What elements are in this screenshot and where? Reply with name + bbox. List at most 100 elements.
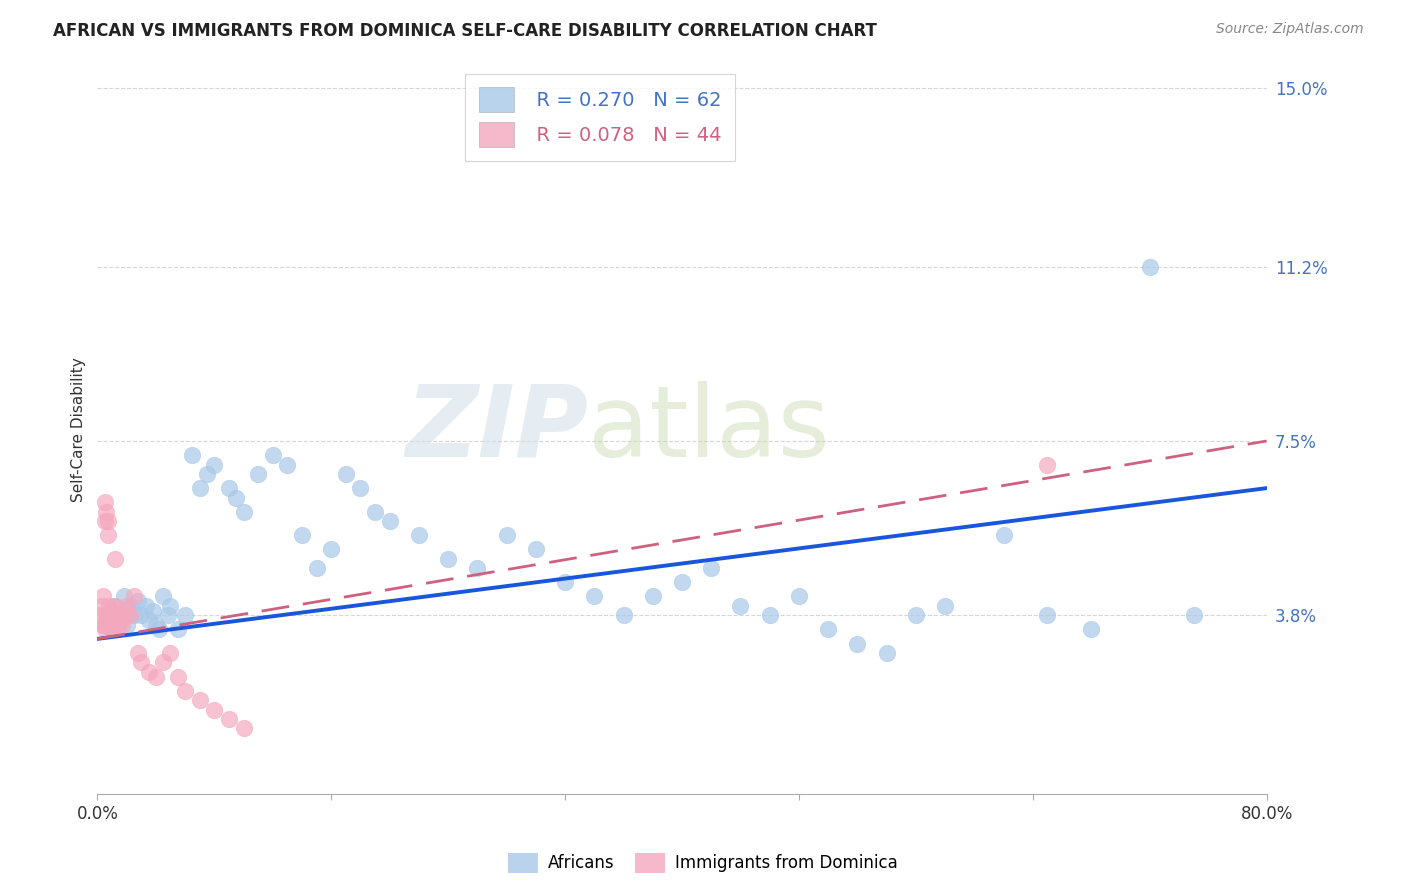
Text: Source: ZipAtlas.com: Source: ZipAtlas.com bbox=[1216, 22, 1364, 37]
Point bbox=[127, 646, 149, 660]
Y-axis label: Self-Care Disability: Self-Care Disability bbox=[72, 357, 86, 501]
Point bbox=[524, 542, 547, 557]
Text: AFRICAN VS IMMIGRANTS FROM DOMINICA SELF-CARE DISABILITY CORRELATION CHART: AFRICAN VS IMMIGRANTS FROM DOMINICA SELF… bbox=[53, 22, 877, 40]
Point bbox=[112, 590, 135, 604]
Point bbox=[129, 608, 152, 623]
Point bbox=[91, 617, 114, 632]
Point bbox=[700, 561, 723, 575]
Point bbox=[145, 669, 167, 683]
Point bbox=[378, 514, 401, 528]
Point bbox=[122, 590, 145, 604]
Point bbox=[758, 608, 780, 623]
Point bbox=[97, 514, 120, 528]
Point bbox=[93, 495, 115, 509]
Point bbox=[232, 722, 254, 736]
Point bbox=[115, 617, 138, 632]
Point bbox=[148, 623, 170, 637]
Point bbox=[107, 617, 129, 632]
Point bbox=[94, 505, 117, 519]
Point bbox=[730, 599, 752, 613]
Point bbox=[110, 613, 132, 627]
Point bbox=[104, 551, 127, 566]
Point bbox=[218, 481, 240, 495]
Point bbox=[101, 608, 124, 623]
Point bbox=[93, 617, 115, 632]
Point bbox=[247, 467, 270, 481]
Point bbox=[138, 665, 160, 679]
Point bbox=[437, 551, 460, 566]
Point bbox=[904, 608, 927, 623]
Point bbox=[166, 669, 188, 683]
Point bbox=[817, 623, 839, 637]
Text: ZIP: ZIP bbox=[405, 381, 589, 478]
Point bbox=[188, 481, 211, 495]
Point bbox=[202, 702, 225, 716]
Point bbox=[349, 481, 371, 495]
Point bbox=[1036, 608, 1059, 623]
Point bbox=[142, 604, 165, 618]
Point bbox=[94, 608, 117, 623]
Point bbox=[467, 561, 489, 575]
Point bbox=[129, 656, 152, 670]
Point bbox=[262, 448, 284, 462]
Point bbox=[100, 617, 122, 632]
Point bbox=[98, 608, 121, 623]
Point bbox=[934, 599, 956, 613]
Point bbox=[195, 467, 218, 481]
Point bbox=[105, 608, 128, 623]
Point bbox=[305, 561, 328, 575]
Point bbox=[101, 623, 124, 637]
Point bbox=[91, 590, 114, 604]
Point bbox=[218, 712, 240, 726]
Point bbox=[495, 528, 517, 542]
Point bbox=[104, 599, 127, 613]
Point bbox=[1080, 623, 1102, 637]
Point bbox=[108, 608, 131, 623]
Point bbox=[641, 590, 664, 604]
Point bbox=[97, 528, 120, 542]
Point bbox=[98, 599, 121, 613]
Legend: Africans, Immigrants from Dominica: Africans, Immigrants from Dominica bbox=[502, 847, 904, 880]
Point bbox=[108, 608, 131, 623]
Point bbox=[127, 594, 149, 608]
Point bbox=[118, 608, 141, 623]
Point bbox=[114, 604, 136, 618]
Point bbox=[90, 599, 112, 613]
Point bbox=[135, 599, 157, 613]
Point bbox=[276, 458, 298, 472]
Point bbox=[174, 683, 197, 698]
Point bbox=[104, 599, 127, 613]
Point bbox=[232, 505, 254, 519]
Point bbox=[188, 693, 211, 707]
Point bbox=[152, 656, 174, 670]
Point bbox=[408, 528, 430, 542]
Point bbox=[202, 458, 225, 472]
Point bbox=[174, 608, 197, 623]
Point bbox=[93, 514, 115, 528]
Point bbox=[145, 617, 167, 632]
Point bbox=[364, 505, 387, 519]
Point bbox=[115, 599, 138, 613]
Point bbox=[876, 646, 898, 660]
Point bbox=[1036, 458, 1059, 472]
Point bbox=[100, 604, 122, 618]
Point bbox=[112, 608, 135, 623]
Point bbox=[554, 575, 576, 590]
Point bbox=[181, 448, 204, 462]
Point bbox=[101, 623, 124, 637]
Text: atlas: atlas bbox=[589, 381, 830, 478]
Point bbox=[787, 590, 810, 604]
Point bbox=[335, 467, 357, 481]
Point bbox=[122, 608, 145, 623]
Point bbox=[612, 608, 634, 623]
Point bbox=[1182, 608, 1205, 623]
Point bbox=[583, 590, 606, 604]
Point bbox=[291, 528, 314, 542]
Point bbox=[156, 608, 179, 623]
Point bbox=[97, 617, 120, 632]
Point bbox=[93, 623, 115, 637]
Point bbox=[671, 575, 693, 590]
Point bbox=[111, 617, 134, 632]
Legend:   R = 0.270   N = 62,   R = 0.078   N = 44: R = 0.270 N = 62, R = 0.078 N = 44 bbox=[465, 74, 735, 161]
Point bbox=[993, 528, 1015, 542]
